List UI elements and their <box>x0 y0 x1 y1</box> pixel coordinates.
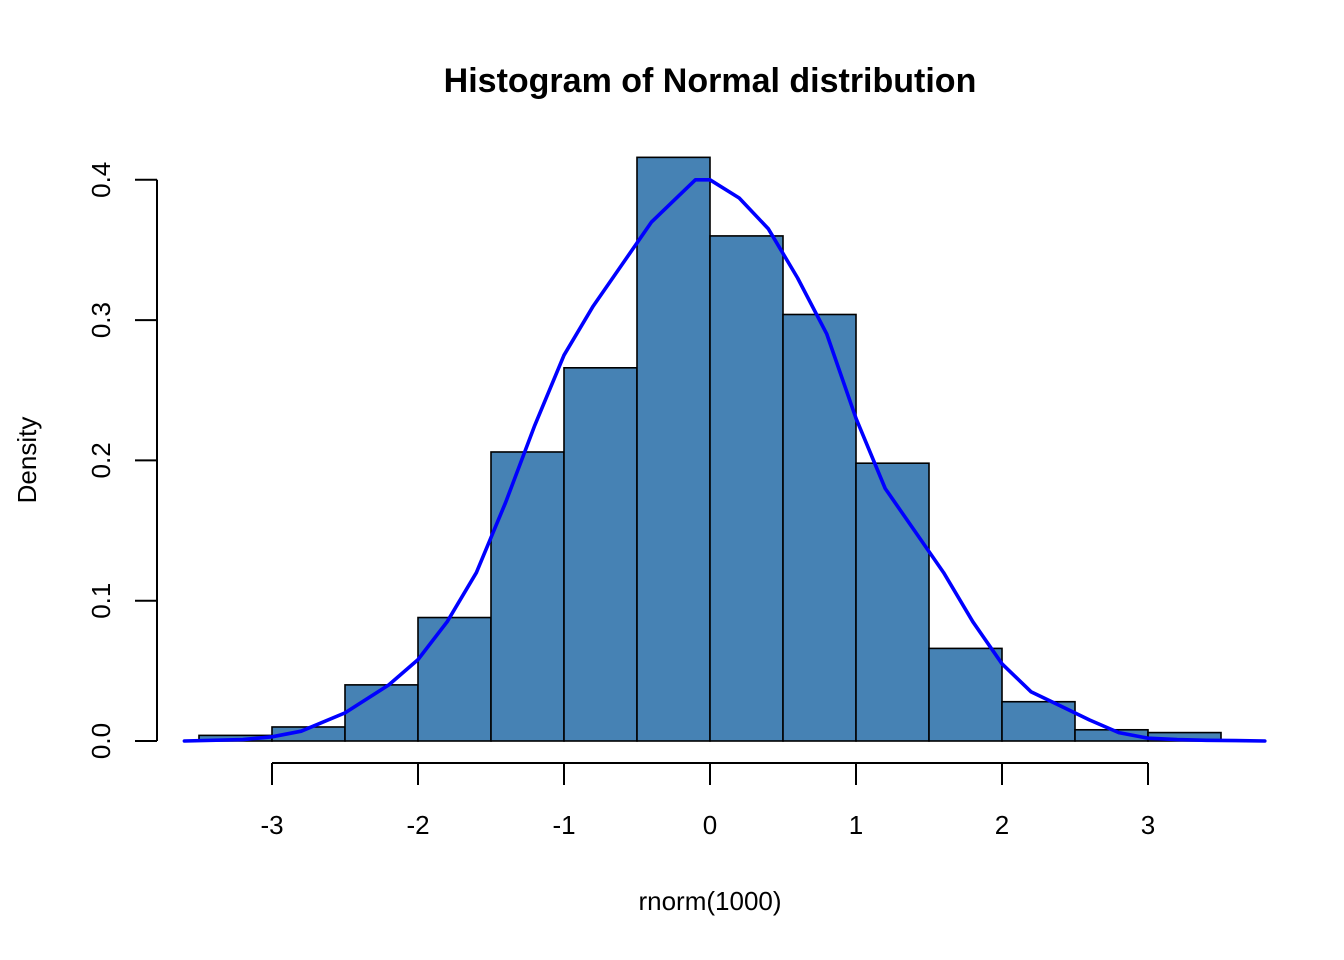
y-axis-label: Density <box>12 417 42 504</box>
y-tick-label: 0.1 <box>86 583 116 619</box>
y-tick-label: 0.2 <box>86 442 116 478</box>
x-tick-label: -3 <box>260 810 283 840</box>
histogram-bar-4 <box>417 616 492 742</box>
y-axis: 0.0 0.1 0.2 0.3 0.4 <box>86 162 158 759</box>
y-tick-label: 0.0 <box>86 723 116 759</box>
x-tick-label: 3 <box>1141 810 1155 840</box>
y-tick-label: 0.3 <box>86 302 116 338</box>
x-tick-label: 1 <box>849 810 863 840</box>
histogram-bar-7 <box>636 156 711 742</box>
histogram-bar-5 <box>490 451 565 742</box>
x-tick-label: 2 <box>995 810 1009 840</box>
chart-title: Histogram of Normal distribution <box>444 62 977 100</box>
bars-group <box>198 156 1222 742</box>
histogram-bar-3 <box>344 684 419 742</box>
histogram-bar-9 <box>782 313 857 742</box>
density-line <box>182 178 1267 743</box>
y-tick-label: 0.4 <box>86 162 116 198</box>
x-axis: -3 -2 -1 0 1 2 3 <box>260 762 1155 840</box>
x-tick-label: -2 <box>406 810 429 840</box>
histogram-bar-6 <box>563 367 638 742</box>
density-line-group <box>182 178 1267 743</box>
histogram-bar-8 <box>709 235 784 742</box>
x-tick-label: -1 <box>552 810 575 840</box>
x-axis-label: rnorm(1000) <box>638 886 781 916</box>
histogram-bar-10 <box>855 462 930 742</box>
histogram-bar-11 <box>928 647 1003 742</box>
x-tick-label: 0 <box>703 810 717 840</box>
